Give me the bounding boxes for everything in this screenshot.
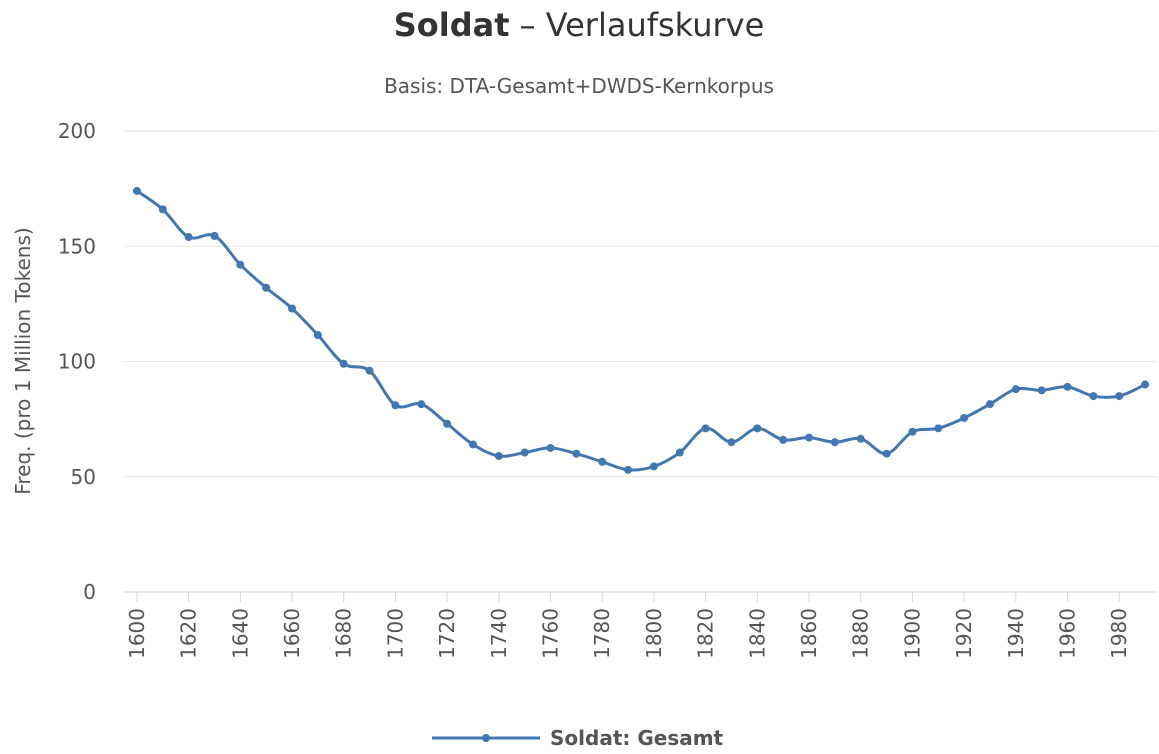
data-point (1115, 392, 1124, 401)
legend-marker (482, 734, 490, 742)
x-tick-label: 1840 (745, 608, 769, 659)
x-tick-label: 1940 (1004, 608, 1028, 659)
data-point (830, 438, 839, 447)
x-tick-label: 1980 (1107, 608, 1131, 659)
y-tick-label: 100 (58, 350, 96, 374)
data-point (443, 419, 452, 428)
data-point (960, 413, 969, 422)
data-point (1141, 380, 1150, 389)
data-point (262, 283, 271, 292)
x-tick-label: 1640 (228, 608, 252, 659)
y-tick-label: 50 (71, 465, 96, 489)
chart-subtitle: Basis: DTA-Gesamt+DWDS-Kernkorpus (384, 74, 774, 98)
data-point (701, 424, 710, 433)
x-tick-label: 1660 (280, 608, 304, 659)
data-point (934, 424, 943, 433)
legend-label: Soldat: Gesamt (550, 726, 724, 750)
data-point (1037, 386, 1046, 395)
data-point (882, 449, 891, 458)
data-point (675, 448, 684, 457)
data-point (288, 304, 297, 313)
data-point (1063, 382, 1072, 391)
data-point (339, 359, 348, 368)
data-point (391, 401, 400, 410)
data-point (132, 186, 141, 195)
data-point (546, 443, 555, 452)
data-point (624, 465, 633, 474)
y-axis-label: Freq. (pro 1 Million Tokens) (11, 227, 35, 494)
data-point (184, 233, 193, 242)
x-tick-label: 1740 (487, 608, 511, 659)
x-tick-label: 1880 (849, 608, 873, 659)
data-point (365, 366, 374, 375)
chart-title: Soldat – Verlaufskurve (394, 6, 765, 44)
x-tick-label: 1800 (642, 608, 666, 659)
data-point (727, 438, 736, 447)
x-tick-label: 1700 (383, 608, 407, 659)
data-point (908, 427, 917, 436)
data-point (468, 440, 477, 449)
title-term: Soldat (394, 6, 510, 44)
x-tick-label: 1780 (590, 608, 614, 659)
x-tick-label: 1900 (900, 608, 924, 659)
x-tick-label: 1760 (539, 608, 563, 659)
data-point (572, 449, 581, 458)
x-tick-label: 1920 (952, 608, 976, 659)
data-point (417, 400, 426, 409)
x-tick-label: 1680 (332, 608, 356, 659)
title-text: – Verlaufskurve (520, 6, 765, 44)
y-tick-label: 150 (58, 234, 96, 258)
data-point (494, 452, 503, 461)
data-point (598, 457, 607, 466)
data-point (856, 434, 865, 443)
data-point (779, 435, 788, 444)
y-tick-label: 200 (58, 119, 96, 143)
x-tick-label: 1860 (797, 608, 821, 659)
data-point (649, 462, 658, 471)
data-point (236, 260, 245, 269)
data-point (313, 330, 322, 339)
data-point (1089, 392, 1098, 401)
x-tick-label: 1720 (435, 608, 459, 659)
series-line (136, 189, 1146, 472)
data-point (753, 424, 762, 433)
x-tick-label: 1620 (177, 608, 201, 659)
x-tick-label: 1820 (694, 608, 718, 659)
data-point (985, 400, 994, 409)
x-tick-label: 1960 (1056, 608, 1080, 659)
data-point (1011, 385, 1020, 394)
data-point (805, 433, 814, 442)
y-tick-label: 0 (83, 580, 96, 604)
data-point (520, 448, 529, 457)
data-point (210, 231, 219, 240)
x-tick-label: 1600 (125, 608, 149, 659)
data-point (158, 205, 167, 214)
